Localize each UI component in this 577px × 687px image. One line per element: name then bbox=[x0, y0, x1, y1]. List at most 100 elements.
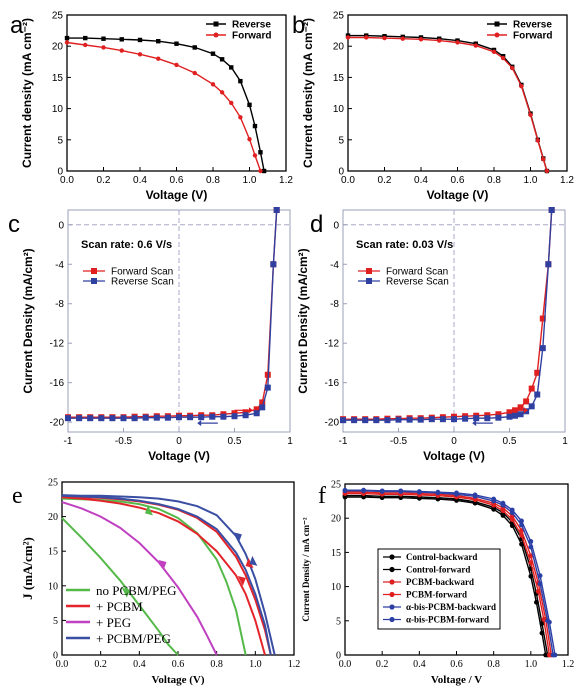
data-point bbox=[98, 415, 105, 422]
data-point bbox=[176, 414, 182, 421]
x-tick-label: 0.2 bbox=[94, 659, 107, 670]
x-tick-label: 1.2 bbox=[562, 659, 575, 670]
data-point bbox=[400, 36, 405, 41]
x-axis-label: Voltage (V) bbox=[146, 188, 208, 202]
sweep-direction-arrow bbox=[245, 557, 254, 568]
data-point bbox=[451, 416, 457, 423]
series-group bbox=[61, 494, 276, 656]
x-tick-label: 0 bbox=[176, 436, 182, 447]
data-point bbox=[500, 55, 506, 61]
data-point bbox=[64, 35, 70, 41]
legend-entry: α-bis-PCBM-forward bbox=[406, 615, 489, 625]
data-point bbox=[156, 39, 161, 44]
y-tick-label: 10 bbox=[333, 104, 345, 115]
data-point bbox=[238, 78, 243, 84]
series-line bbox=[345, 491, 552, 656]
x-tick-label: 0.0 bbox=[341, 175, 355, 186]
y-axis-label: Current Density (mA/cm²) bbox=[21, 248, 35, 393]
data-point bbox=[192, 45, 197, 50]
x-axis-label: Voltage (V) bbox=[423, 449, 485, 463]
y-tick-label: 0 bbox=[58, 220, 64, 231]
sweep-direction-arrow bbox=[237, 575, 246, 586]
data-point bbox=[473, 43, 478, 48]
series-reverse-scan bbox=[340, 207, 555, 424]
y-axis-label: Current density (mA cm⁻²) bbox=[301, 18, 315, 168]
legend-marker bbox=[91, 278, 97, 284]
legend-marker bbox=[389, 604, 395, 610]
panel-c: c -1 -0.5 0 0.5 1 -20 -16 -12 -8 -4 0 Voltage (V) Cur… bbox=[8, 207, 293, 463]
y-tick-label: 25 bbox=[333, 11, 345, 22]
x-tick-label: 0.6 bbox=[451, 175, 465, 186]
legend-entry: + PCBM/PEG bbox=[96, 631, 171, 646]
legend-entry: Reverse bbox=[513, 20, 552, 31]
y-tick-label: 10 bbox=[52, 104, 64, 115]
data-point bbox=[259, 404, 266, 411]
panel-a: a 0.0 0.2 0.4 0.6 0.8 1.0 1.2 0 5 10 15 20 25 Voltage … bbox=[10, 11, 293, 203]
x-tick-label: 0.5 bbox=[228, 436, 242, 447]
legend-entry: α-bis-PCBM-backward bbox=[406, 602, 496, 612]
data-point bbox=[517, 411, 524, 418]
series-forward bbox=[345, 35, 550, 174]
data-point bbox=[229, 65, 234, 70]
series-forward bbox=[64, 40, 263, 174]
data-point bbox=[131, 415, 138, 422]
x-axis-label: Voltage (V) bbox=[427, 188, 489, 202]
data-point bbox=[428, 416, 435, 423]
data-point bbox=[187, 414, 194, 421]
data-point bbox=[83, 35, 88, 41]
data-point bbox=[174, 62, 179, 68]
y-axis-label: J (mA/cm²) bbox=[20, 537, 35, 600]
data-point bbox=[253, 410, 260, 417]
y-tick-label: -12 bbox=[325, 339, 340, 350]
y-tick-label: -4 bbox=[55, 260, 64, 271]
data-point bbox=[535, 138, 540, 143]
data-point bbox=[539, 315, 546, 322]
data-point bbox=[417, 416, 424, 423]
data-point bbox=[398, 488, 404, 494]
data-point bbox=[362, 417, 369, 424]
data-point bbox=[229, 100, 234, 106]
y-tick-label: 20 bbox=[333, 42, 345, 53]
legend-entry: Forward Scan bbox=[111, 267, 173, 278]
series-line bbox=[67, 37, 265, 172]
data-point bbox=[273, 207, 280, 213]
y-tick-label: 20 bbox=[52, 42, 64, 53]
y-tick-label: 25 bbox=[331, 480, 341, 491]
series-line bbox=[345, 492, 551, 656]
data-point bbox=[137, 37, 143, 43]
series-line bbox=[66, 41, 262, 172]
panel-label-f: f bbox=[318, 483, 326, 509]
legend-entry: Reverse Scan bbox=[111, 277, 174, 288]
legend-marker bbox=[366, 268, 372, 274]
data-point bbox=[395, 416, 402, 423]
data-point bbox=[219, 57, 225, 62]
y-tick-label: 15 bbox=[48, 547, 58, 558]
legend-entry: + PCBM bbox=[96, 599, 143, 614]
data-point bbox=[364, 35, 369, 40]
x-tick-label: 0.8 bbox=[210, 659, 223, 670]
data-point bbox=[247, 102, 252, 108]
series-line bbox=[61, 501, 218, 656]
scan-rate-annotation: Scan rate: 0.6 V/s bbox=[81, 239, 172, 251]
data-point bbox=[541, 156, 546, 162]
x-tick-label: 0.5 bbox=[503, 436, 517, 447]
legend-entry: PCBM-forward bbox=[406, 590, 467, 600]
legend-box bbox=[377, 548, 501, 630]
data-point bbox=[484, 415, 491, 422]
legend-marker bbox=[494, 21, 500, 27]
y-tick-label: 0 bbox=[336, 651, 341, 662]
data-point bbox=[539, 345, 546, 352]
x-tick-label: 0.6 bbox=[450, 659, 463, 670]
legend-entry: + PEG bbox=[96, 615, 131, 630]
series-line bbox=[345, 489, 556, 656]
x-tick-label: 0.8 bbox=[206, 175, 220, 186]
data-point bbox=[101, 36, 106, 41]
data-point bbox=[220, 413, 227, 420]
data-point bbox=[539, 621, 545, 626]
data-point bbox=[253, 406, 260, 413]
y-tick-label: -16 bbox=[50, 378, 65, 389]
panel-d: d -1 -0.5 0 0.5 1 -20 -16 -12 -8 -4 0 Voltage (V) Cur… bbox=[296, 207, 568, 463]
data-point bbox=[510, 65, 515, 71]
panel-b: b 0.0 0.2 0.4 0.6 0.8 1.0 1.2 0 5 10 15 20 25 Voltage … bbox=[292, 11, 574, 203]
legend: no PCBM/PEG+ PCBM+ PEG+ PCBM/PEG bbox=[66, 583, 177, 646]
